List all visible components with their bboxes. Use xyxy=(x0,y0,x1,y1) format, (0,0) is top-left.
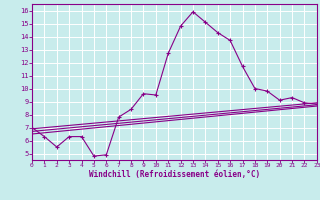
X-axis label: Windchill (Refroidissement éolien,°C): Windchill (Refroidissement éolien,°C) xyxy=(89,170,260,179)
